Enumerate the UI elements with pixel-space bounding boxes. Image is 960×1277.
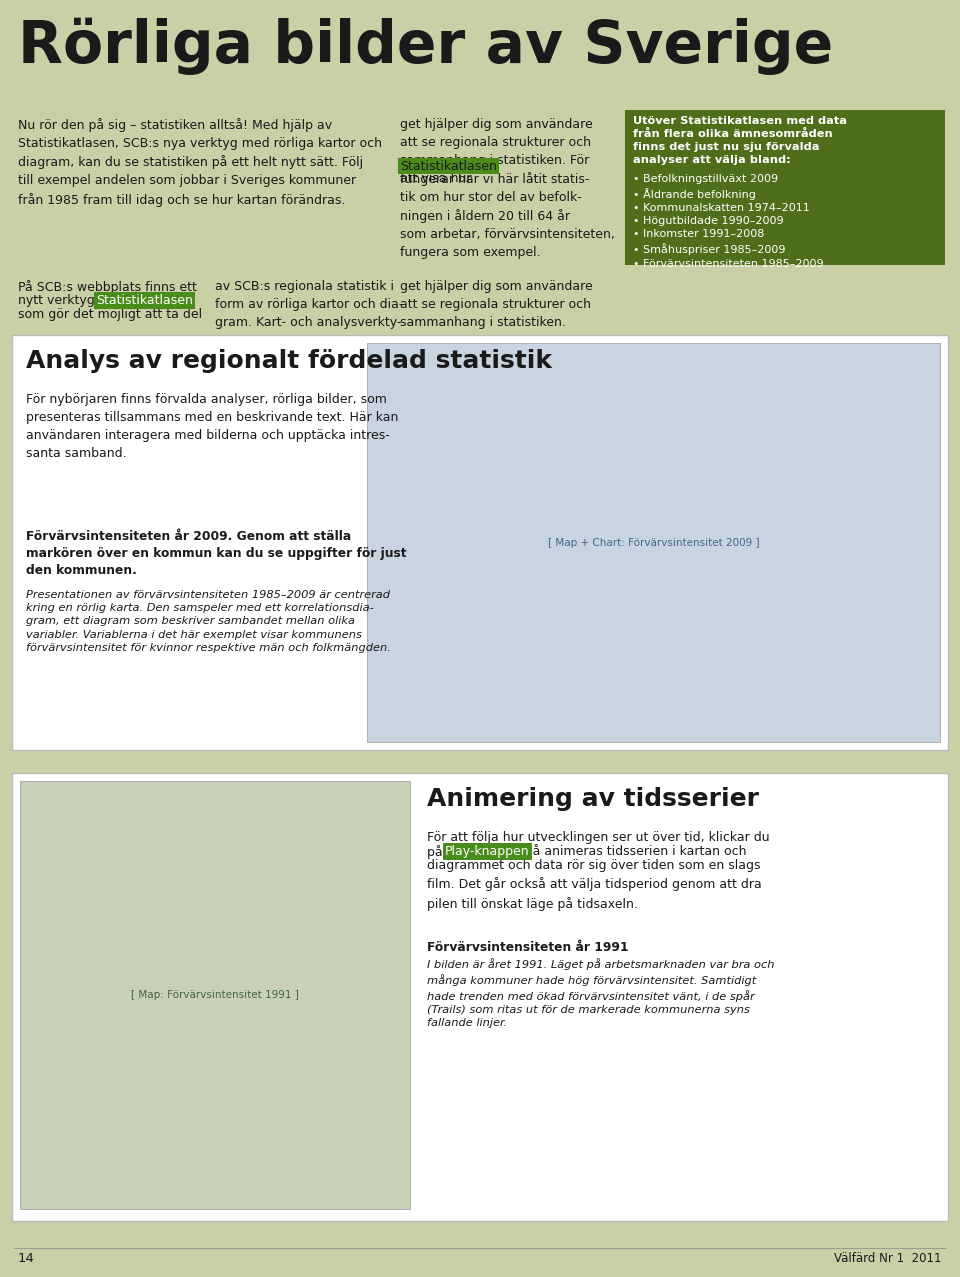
Text: på: på [427, 845, 446, 859]
Text: Statistikatlasen: Statistikatlasen [96, 294, 193, 306]
Text: För nybörjaren finns förvalda analyser, rörliga bilder, som
presenteras tillsamm: För nybörjaren finns förvalda analyser, … [26, 393, 398, 460]
Text: Presentationen av förvärvsintensiteten 1985–2009 är centrerad
kring en rörlig ka: Presentationen av förvärvsintensiteten 1… [26, 590, 391, 653]
Text: Välfärd Nr 1  2011: Välfärd Nr 1 2011 [834, 1251, 942, 1266]
Text: Förvärvsintensiteten år 2009. Genom att ställa
markören över en kommun kan du se: Förvärvsintensiteten år 2009. Genom att … [26, 530, 406, 577]
Bar [625, 110, 945, 266]
Text: För att följa hur utvecklingen ser ut över tid, klickar du: För att följa hur utvecklingen ser ut öv… [427, 831, 770, 844]
Text: I bilden är året 1991. Läget på arbetsmarknaden var bra och
många kommuner hade : I bilden är året 1991. Läget på arbetsma… [427, 958, 775, 1028]
Text: Förvärvsintensiteten år 1991: Förvärvsintensiteten år 1991 [427, 941, 629, 954]
Text: som gör det möjligt att ta del: som gör det möjligt att ta del [18, 308, 203, 321]
Bar [367, 344, 940, 742]
Text: Rörliga bilder av Sverige: Rörliga bilder av Sverige [18, 18, 833, 75]
Text: nytt verktyg,: nytt verktyg, [18, 294, 103, 306]
Text: På SCB:s webbplats finns ett: På SCB:s webbplats finns ett [18, 280, 197, 294]
Text: • Befolkningstillväxt 2009
• Åldrande befolkning
• Kommunalskatten 1974–2011
• H: • Befolkningstillväxt 2009 • Åldrande be… [633, 174, 824, 268]
Bar [12, 773, 948, 1221]
Text: Analys av regionalt fördelad statistik: Analys av regionalt fördelad statistik [26, 349, 552, 373]
Text: get hjälper dig som användare
att se regionala strukturer och
sammanhang i stati: get hjälper dig som användare att se reg… [400, 280, 592, 329]
Bar [20, 782, 410, 1209]
Text: 14: 14 [18, 1251, 35, 1266]
Text: Utöver Statistikatlasen med data
från flera olika ämnesområden
finns det just nu: Utöver Statistikatlasen med data från fl… [633, 116, 847, 165]
Text: [ Map: Förvärvsintensitet 1991 ]: [ Map: Förvärvsintensitet 1991 ] [132, 990, 299, 1000]
Text: Nu rör den på sig – statistiken alltså! Med hjälp av
Statistikatlasen, SCB:s nya: Nu rör den på sig – statistiken alltså! … [18, 117, 382, 207]
Text: Play-knappen: Play-knappen [445, 845, 530, 858]
Text: Animering av tidsserier: Animering av tidsserier [427, 787, 759, 811]
Text: fungerar har vi här låtit statis-
tik om hur stor del av befolk-
ningen i åldern: fungerar har vi här låtit statis- tik om… [400, 172, 614, 259]
Text: Statistikatlasen: Statistikatlasen [400, 160, 497, 172]
Text: . Då animeras tidsserien i kartan och: . Då animeras tidsserien i kartan och [515, 845, 747, 858]
Text: get hjälper dig som användare
att se regionala strukturer och
sammanhang i stati: get hjälper dig som användare att se reg… [400, 117, 592, 185]
Text: diagrammet och data rör sig över tiden som en slags
film. Det går också att välj: diagrammet och data rör sig över tiden s… [427, 859, 761, 911]
Text: av SCB:s regionala statistik i
form av rörliga kartor och dia-
gram. Kart- och a: av SCB:s regionala statistik i form av r… [215, 280, 403, 329]
Bar [12, 335, 948, 750]
Text: [ Map + Chart: Förvärvsintensitet 2009 ]: [ Map + Chart: Förvärvsintensitet 2009 ] [548, 538, 759, 548]
